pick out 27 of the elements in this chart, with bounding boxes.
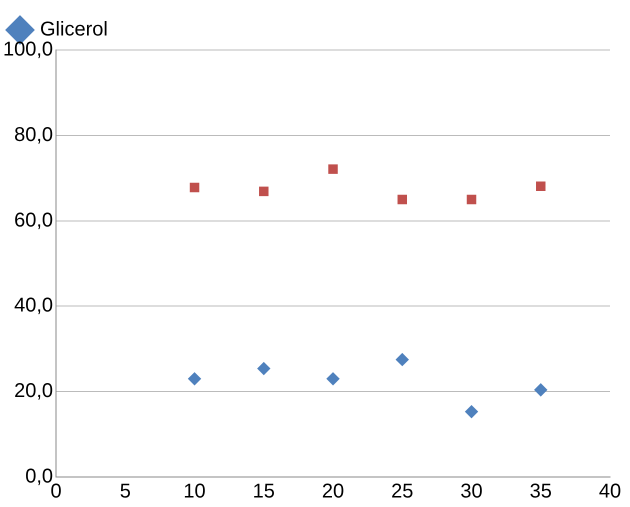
- x-tick-label: 40: [598, 480, 622, 503]
- y-tick-label: 60,0: [14, 209, 54, 232]
- x-tick-label: 25: [391, 480, 414, 503]
- point: [259, 186, 269, 196]
- point: [328, 164, 338, 174]
- x-tick-label: 30: [460, 480, 483, 503]
- point: [326, 372, 340, 386]
- legend-label: Glicerol: [40, 18, 108, 41]
- x-tick-label: 15: [252, 480, 275, 503]
- point: [257, 362, 270, 376]
- x-tick-label: 5: [120, 480, 131, 503]
- y-tick-label: 80,0: [14, 124, 54, 146]
- point: [190, 182, 200, 192]
- y-tick-label: 20,0: [14, 380, 54, 402]
- x-tick-label: 10: [183, 480, 206, 503]
- x-tick-label: 0: [50, 480, 62, 503]
- y-tick-label: 40,0: [14, 294, 54, 317]
- point: [398, 194, 408, 204]
- y-tick-label: 100,0: [2, 38, 54, 61]
- point: [534, 383, 548, 396]
- point: [396, 353, 409, 366]
- point: [188, 372, 202, 386]
- x-tick-label: 20: [322, 480, 344, 503]
- point: [536, 181, 546, 191]
- point: [466, 194, 476, 204]
- point: [465, 405, 478, 418]
- x-tick-label: 35: [530, 480, 552, 503]
